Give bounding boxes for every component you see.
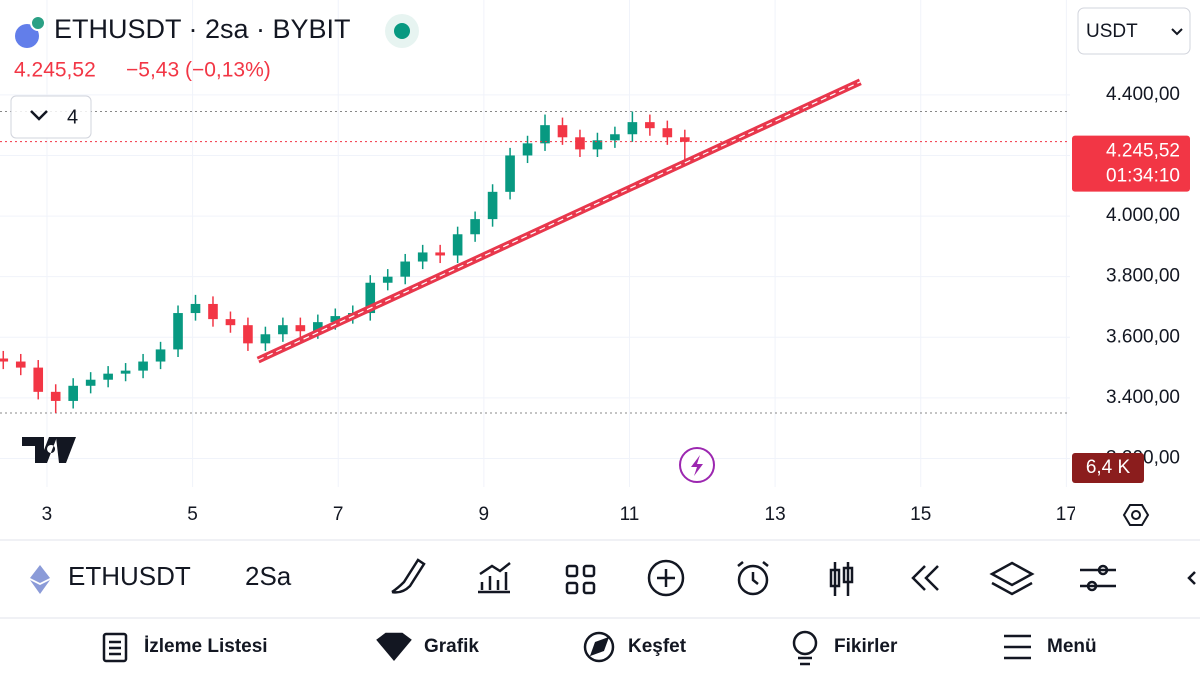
candle-body bbox=[452, 234, 463, 256]
last-price-box bbox=[1072, 135, 1190, 192]
x-tick-label: 9 bbox=[479, 504, 490, 525]
candle-body bbox=[435, 252, 445, 256]
candle-body bbox=[400, 261, 411, 277]
settings-dot bbox=[1131, 510, 1141, 520]
last-price: 4.245,52 bbox=[14, 59, 96, 82]
exchange-badge bbox=[30, 15, 46, 31]
y-tick-label: 3.400,00 bbox=[1106, 387, 1180, 408]
symbol-title: ETHUSDT · 2sa · BYBIT bbox=[54, 14, 351, 44]
countdown: 01:34:10 bbox=[1106, 166, 1180, 187]
candle-body bbox=[15, 361, 26, 368]
tv-logo bbox=[56, 437, 76, 463]
candle-body bbox=[505, 155, 515, 192]
candle-body bbox=[120, 370, 131, 374]
indicator-toggle[interactable] bbox=[10, 95, 92, 139]
candle-body bbox=[260, 334, 271, 344]
candle-body bbox=[627, 122, 638, 135]
nav-item[interactable]: İzleme Listesi bbox=[144, 636, 268, 657]
candle-body bbox=[557, 125, 568, 138]
chevron bbox=[30, 110, 48, 121]
candle-body bbox=[85, 379, 96, 386]
indicator-count: 4 bbox=[67, 106, 78, 128]
toolbar-symbol[interactable]: ETHUSDT bbox=[68, 561, 191, 591]
candle-body bbox=[243, 325, 253, 344]
candle-body bbox=[680, 137, 690, 142]
alert[interactable] bbox=[737, 564, 769, 596]
currency-select[interactable] bbox=[1077, 7, 1191, 55]
candle-body bbox=[662, 128, 673, 138]
trendline-center bbox=[257, 81, 861, 361]
x-tick-label: 13 bbox=[765, 504, 786, 525]
candle-body bbox=[0, 358, 9, 362]
candle-body bbox=[225, 319, 236, 326]
settings[interactable] bbox=[1122, 504, 1150, 526]
layouts[interactable] bbox=[565, 564, 579, 578]
nav-icons bbox=[102, 630, 1031, 666]
candle-body bbox=[645, 122, 655, 129]
candle-body bbox=[190, 303, 201, 314]
candle-body bbox=[540, 125, 550, 144]
candle-body bbox=[592, 140, 603, 150]
candle-body bbox=[417, 252, 428, 262]
candle-body bbox=[278, 325, 288, 335]
nav-item[interactable]: Keşfet bbox=[628, 636, 687, 657]
candle-body bbox=[208, 303, 218, 320]
candle-body bbox=[173, 313, 183, 350]
objects[interactable] bbox=[989, 561, 1035, 596]
candle-body bbox=[68, 385, 78, 401]
x-tick-label: 17 bbox=[1056, 504, 1077, 525]
eth-icon bbox=[15, 24, 39, 48]
candle-body bbox=[295, 325, 306, 332]
eth-icon bbox=[30, 565, 50, 583]
nav-item[interactable]: Grafik bbox=[424, 636, 479, 657]
currency: USDT bbox=[1086, 21, 1138, 42]
tv-logo bbox=[22, 437, 57, 463]
settings-sliders[interactable] bbox=[1080, 568, 1116, 588]
toolbar-interval[interactable]: 2Sa bbox=[245, 561, 292, 591]
add[interactable] bbox=[647, 559, 685, 597]
x-tick-label: 15 bbox=[910, 504, 931, 525]
candle-body bbox=[33, 367, 44, 392]
candle-body bbox=[50, 391, 61, 401]
y-tick-label: 4.400,00 bbox=[1106, 84, 1180, 105]
candle-body bbox=[330, 316, 341, 323]
nav-item[interactable]: Menü bbox=[1047, 636, 1097, 657]
candle-body bbox=[155, 349, 166, 362]
last-price-label: 4.245,52 bbox=[1106, 141, 1180, 162]
volume-label: 6,4 K bbox=[1086, 457, 1131, 478]
nav-item[interactable]: Fikirler bbox=[834, 636, 898, 657]
x-axis: 3 5 7 9 11 13 15 17 bbox=[42, 504, 1077, 525]
chevron bbox=[1171, 28, 1183, 36]
plot bbox=[0, 78, 1070, 414]
market-status-dot bbox=[394, 23, 410, 39]
y-tick-label: 3.600,00 bbox=[1106, 326, 1180, 347]
candle-body bbox=[138, 361, 148, 371]
candle-body bbox=[103, 373, 113, 380]
candle-body bbox=[470, 219, 480, 235]
candle-body bbox=[487, 191, 498, 220]
x-tick-label: 3 bbox=[42, 504, 53, 525]
volume-box bbox=[1072, 453, 1144, 483]
y-tick-label: 3.800,00 bbox=[1106, 266, 1180, 287]
x-tick-label: 11 bbox=[620, 504, 640, 525]
candle-body bbox=[575, 137, 585, 150]
candle-body bbox=[522, 143, 533, 156]
eth-icon bbox=[30, 580, 50, 594]
indicators[interactable] bbox=[478, 562, 511, 594]
candle-body bbox=[313, 322, 323, 332]
flash-icon bbox=[691, 455, 703, 476]
x-tick-label: 5 bbox=[187, 504, 198, 525]
candle-body bbox=[610, 134, 620, 141]
more[interactable] bbox=[1187, 571, 1196, 585]
draw-tool[interactable] bbox=[391, 558, 426, 594]
price-change: −5,43 (−0,13%) bbox=[126, 59, 271, 82]
y-tick-label: 4.000,00 bbox=[1106, 205, 1180, 226]
tools bbox=[391, 558, 1196, 597]
candle-body bbox=[382, 276, 393, 283]
candle-body bbox=[365, 282, 376, 314]
x-tick-label: 7 bbox=[333, 504, 344, 525]
replay[interactable] bbox=[911, 565, 939, 591]
axes: 3579111315173.200,003.400,003.600,003.80… bbox=[42, 84, 1190, 525]
